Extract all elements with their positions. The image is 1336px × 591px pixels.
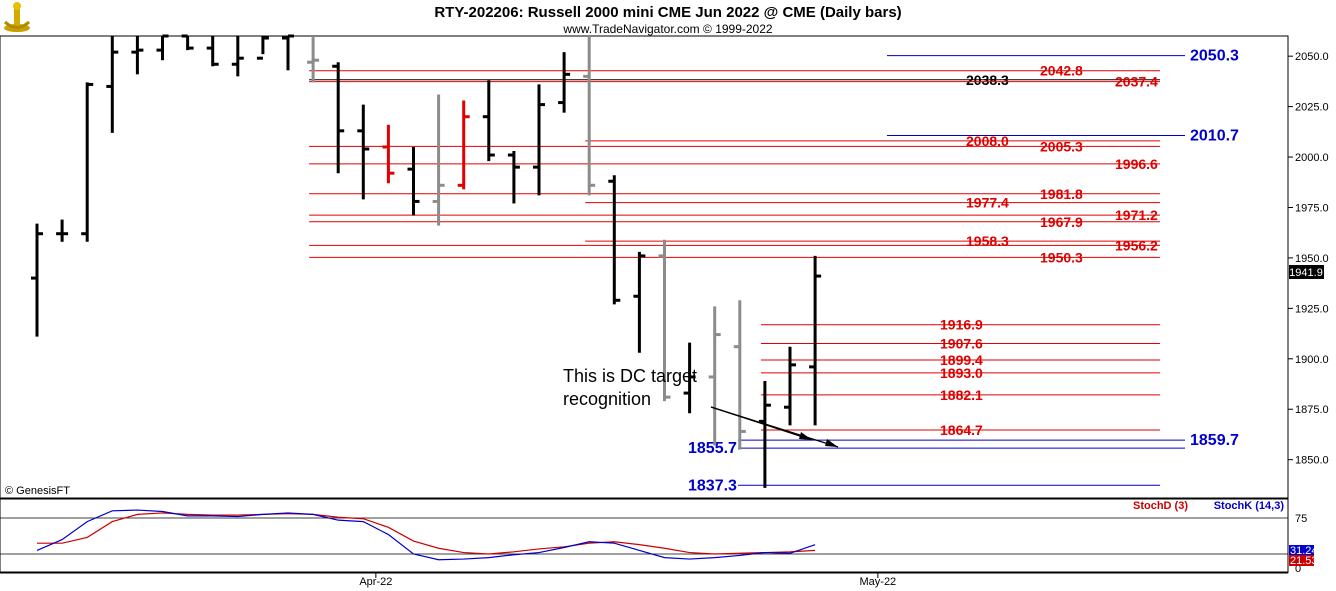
y-tick-label: 1875.0 [1295, 404, 1329, 416]
bars-layer [31, 34, 822, 488]
stochastic-panel [0, 498, 1289, 573]
levels-layer: 2050.3 2042.8 2038.3 2037.4 2010.7 2008.0 2005… [309, 48, 1239, 494]
stoch-layer [36, 509, 816, 561]
level-label: 1864.7 [940, 422, 983, 438]
level-label: 2008.0 [966, 133, 1009, 149]
stochk-last-value: 31.24 [1290, 545, 1318, 557]
annotation-text: This is DC target recognition [563, 366, 702, 409]
stoch-series-line [36, 509, 816, 561]
level-label: 1996.6 [1115, 156, 1158, 172]
stochd-legend: StochD (3) [1133, 500, 1188, 512]
stoch-y-tick-label: 0 [1295, 563, 1301, 575]
annotation-arrow-2 [710, 406, 839, 448]
level-label: 1981.8 [1040, 186, 1083, 202]
annotation-line-2: recognition [563, 389, 651, 409]
stoch-series-line [37, 512, 816, 555]
stochd-last-value: 21.53 [1290, 555, 1318, 567]
level-label: 1899.4 [940, 352, 983, 368]
grid-layer [0, 517, 1288, 555]
y-tick-label: 2050.0 [1295, 51, 1329, 63]
y-tick-label: 1975.0 [1295, 202, 1329, 214]
level-label: 2038.3 [966, 72, 1009, 88]
level-label: 1956.2 [1115, 237, 1158, 253]
y-tick-label: 2000.0 [1295, 152, 1329, 164]
current-price-value: 1941.9 [1289, 267, 1323, 279]
level-label: 2050.3 [1190, 48, 1239, 65]
level-label: 2010.7 [1190, 127, 1239, 144]
level-label: 1837.3 [688, 477, 737, 494]
ticks-layer: 2050.0 2025.0 2000.0 1975.0 1950.0 1925.0 1900… [359, 51, 1328, 588]
level-label: 1855.7 [688, 440, 737, 457]
level-label: 1893.0 [940, 365, 983, 381]
logo [3, 2, 31, 32]
level-label: 1882.1 [940, 387, 983, 403]
current-price-tag: 1941.9 [1289, 265, 1324, 279]
level-label: 1907.6 [940, 335, 983, 351]
level-label: 1977.4 [966, 195, 1009, 211]
price-panel [0, 35, 1289, 499]
annotation: This is DC target recognition [563, 366, 839, 448]
stochk-legend: StochK (14,3) [1214, 500, 1285, 512]
chart-title: RTY-202206: Russell 2000 mini CME Jun 20… [434, 4, 901, 21]
level-label: 1971.2 [1115, 207, 1158, 223]
anchor-icon [3, 2, 31, 32]
y-tick-label: 2025.0 [1295, 102, 1329, 114]
y-tick-label: 1925.0 [1295, 303, 1329, 315]
x-tick-label: Apr-22 [359, 576, 392, 588]
annotation-arrowhead-2 [825, 439, 838, 447]
watermark: © GenesisFT [5, 485, 70, 497]
level-label: 1958.3 [966, 233, 1009, 249]
x-tick-label: May-22 [860, 576, 897, 588]
level-label: 2042.8 [1040, 63, 1083, 79]
stoch-last-values: 31.24 21.53 [1289, 545, 1318, 567]
y-tick-label: 1850.0 [1295, 455, 1329, 467]
level-label: 1916.9 [940, 317, 983, 333]
y-tick-label: 1900.0 [1295, 354, 1329, 366]
chart-subtitle: www.TradeNavigator.com © 1999-2022 [562, 22, 772, 36]
level-label: 1859.7 [1190, 432, 1239, 449]
annotation-line-1: This is DC target [563, 366, 697, 386]
level-label: 1950.3 [1040, 249, 1083, 265]
level-label: 2037.4 [1115, 74, 1158, 90]
level-label: 2005.3 [1040, 138, 1083, 154]
stoch-y-tick-label: 75 [1295, 513, 1307, 525]
level-label: 1967.9 [1040, 214, 1083, 230]
y-tick-label: 1950.0 [1295, 253, 1329, 265]
